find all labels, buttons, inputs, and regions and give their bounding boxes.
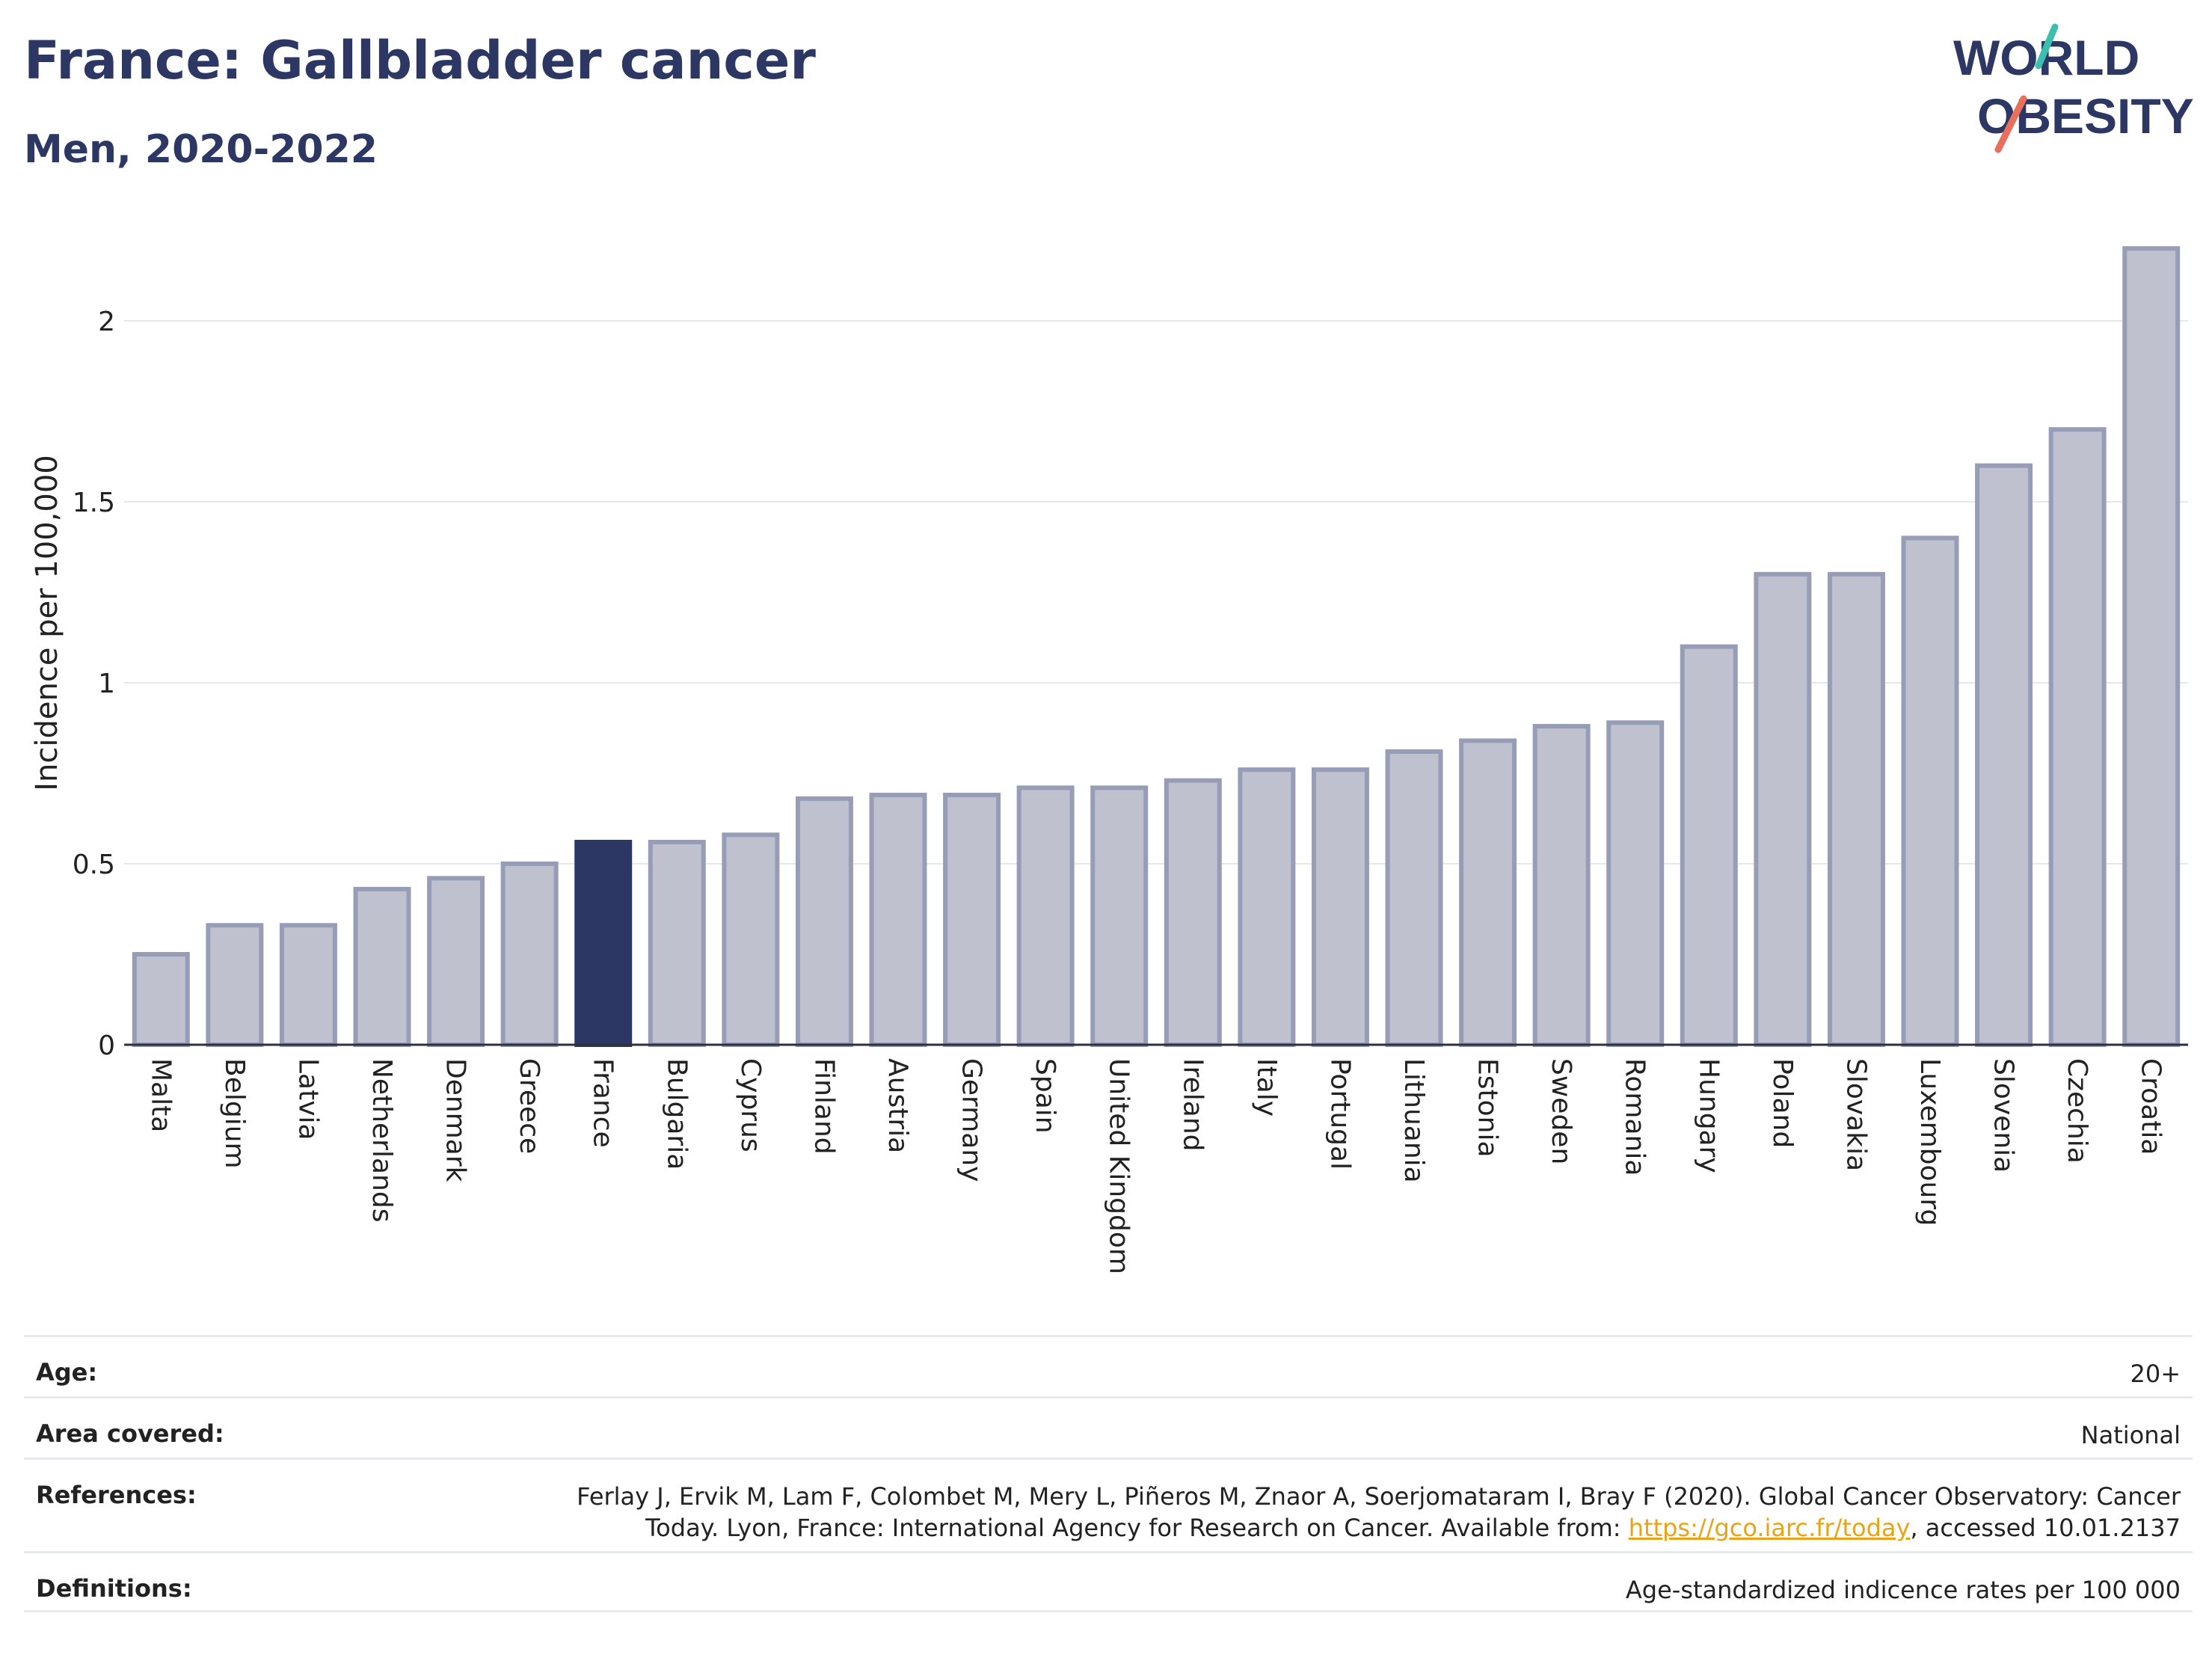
x-tick-label: United Kingdom	[1104, 1058, 1134, 1274]
references-text: Ferlay J, Ervik M, Lam F, Colombet M, Me…	[577, 1482, 2181, 1542]
area-value: National	[2080, 1421, 2181, 1449]
logo-line-1: WORLD	[1953, 30, 2139, 85]
bar	[869, 793, 927, 1047]
bar	[1827, 571, 1885, 1047]
references-value: Ferlay J, Ervik M, Lam F, Colombet M, Me…	[573, 1481, 2181, 1544]
x-tick-label: Latvia	[292, 1058, 323, 1140]
bars	[132, 246, 2181, 1048]
y-tick-label: 0.5	[73, 850, 115, 880]
x-tick-label: Austria	[882, 1058, 913, 1153]
y-tick-label: 1	[98, 669, 115, 699]
area-label: Area covered:	[36, 1419, 224, 1448]
references-accessed: , accessed 10.01.2137	[1910, 1514, 2181, 1542]
bar	[722, 832, 780, 1048]
logo-stroke-coral	[1994, 95, 2027, 153]
meta-row-references: References: Ferlay J, Ervik M, Lam F, Co…	[24, 1458, 2193, 1551]
bar	[132, 952, 190, 1047]
metadata-table: Age: 20+ Area covered: National Referenc…	[24, 1335, 2193, 1612]
bar	[2122, 246, 2181, 1048]
bar	[279, 923, 337, 1048]
x-tick-label: Estonia	[1472, 1058, 1503, 1158]
x-tick-label: Romania	[1620, 1058, 1650, 1176]
bar	[353, 886, 411, 1047]
bar	[943, 793, 1001, 1047]
bar	[1459, 738, 1517, 1047]
bar	[1680, 644, 1738, 1047]
bar-chart: 0 0.5 1 1.5 2 Malta Belgium Latvia Netherlands De…	[30, 246, 2188, 1274]
meta-row-area: Area covered: National	[24, 1396, 2193, 1458]
axes: 0 0.5 1 1.5 2 Malta Belgium Latvia Netherlands De…	[73, 307, 2188, 1274]
bar	[795, 796, 853, 1047]
x-tick-label: Hungary	[1693, 1058, 1724, 1173]
x-tick-label: Spain	[1030, 1058, 1060, 1134]
references-label: References:	[36, 1481, 197, 1509]
y-axis-label: Incidence per 100,000	[30, 455, 64, 791]
x-tick-label: Netherlands	[366, 1058, 397, 1222]
x-tick-label: Greece	[514, 1058, 544, 1154]
bar	[427, 876, 485, 1047]
bar	[1754, 571, 1812, 1047]
bar	[1606, 720, 1665, 1047]
world-obesity-logo: WORLD OBESITY	[1953, 23, 2194, 153]
bar	[1975, 463, 2033, 1048]
y-tick-label: 2	[98, 307, 115, 337]
x-tick-label: Bulgaria	[661, 1058, 692, 1170]
x-tick-label: France	[588, 1058, 618, 1148]
x-tick-label: Ireland	[1177, 1058, 1208, 1152]
x-tick-label: Lithuania	[1398, 1058, 1429, 1183]
page-subtitle: Men, 2020-2022	[24, 127, 378, 172]
y-tick-label: 0	[98, 1031, 115, 1061]
x-tick-label: Denmark	[440, 1058, 471, 1182]
references-link[interactable]: https://gco.iarc.fr/today	[1628, 1514, 1911, 1542]
bar	[1016, 785, 1075, 1047]
logo-line-2: OBESITY	[1977, 88, 2194, 144]
bar	[206, 923, 264, 1048]
x-tick-label: Croatia	[2136, 1058, 2166, 1155]
age-label: Age:	[36, 1358, 98, 1387]
x-tick-label: Germany	[956, 1058, 987, 1182]
x-tick-label: Sweden	[1546, 1058, 1576, 1164]
page-title: France: Gallbladder cancer	[24, 30, 816, 91]
bar-highlighted	[574, 839, 633, 1048]
x-tick-label: Portugal	[1324, 1058, 1355, 1170]
bar	[1311, 767, 1369, 1047]
bar	[500, 862, 559, 1047]
x-tick-label: Slovenia	[1988, 1058, 2019, 1173]
bar	[1090, 785, 1149, 1047]
x-tick-label: Finland	[808, 1058, 839, 1155]
definitions-value: Age-standardized indicence rates per 100…	[1625, 1576, 2181, 1604]
logo-stroke-teal	[2035, 23, 2059, 70]
bar	[1238, 767, 1296, 1047]
x-tick-label: Luxembourg	[1914, 1058, 1945, 1226]
bar	[2048, 427, 2107, 1047]
bar	[1164, 778, 1222, 1047]
x-tick-label: Czechia	[2062, 1058, 2092, 1164]
x-tick-label: Slovakia	[1840, 1058, 1871, 1171]
bar	[1901, 535, 1959, 1047]
x-tick-label: Cyprus	[735, 1058, 766, 1152]
definitions-label: Definitions:	[36, 1574, 192, 1603]
bar	[648, 839, 706, 1048]
meta-row-age: Age: 20+	[24, 1335, 2193, 1396]
y-tick-label: 1.5	[73, 488, 115, 518]
bar	[1385, 749, 1443, 1048]
x-tick-label: Poland	[1767, 1058, 1798, 1148]
bar	[1532, 724, 1591, 1048]
age-value: 20+	[2130, 1360, 2181, 1388]
x-tick-label: Italy	[1251, 1058, 1282, 1117]
meta-row-definitions: Definitions: Age-standardized indicence …	[24, 1551, 2193, 1612]
x-tick-label: Belgium	[219, 1058, 250, 1169]
x-tick-label: Malta	[145, 1058, 176, 1132]
